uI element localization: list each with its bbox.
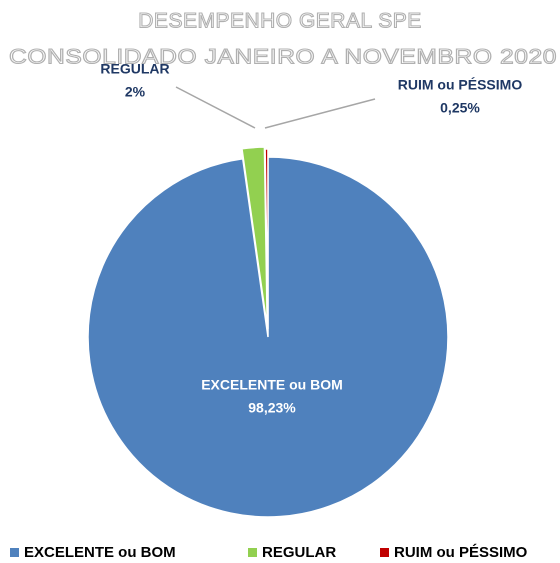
pie-slice (264, 148, 269, 330)
leader-line (264, 98, 376, 129)
data-label: 2% (125, 84, 146, 100)
data-label-name: RUIM ou PÉSSIMO (398, 77, 523, 93)
chart-subtitle: CONSOLIDADO JANEIRO A NOVEMBRO 2020 (9, 46, 557, 69)
data-label-name: REGULAR (100, 61, 169, 77)
legend-swatch (380, 548, 389, 557)
data-label-name: EXCELENTE ou BOM (201, 377, 343, 393)
legend-swatch (10, 548, 19, 557)
leader-line (175, 86, 256, 129)
data-label: 0,25% (440, 100, 480, 116)
legend-label: EXCELENTE ou BOM (24, 544, 176, 561)
data-label: 98,23% (248, 400, 296, 416)
legend-label: REGULAR (262, 544, 336, 561)
pie-slice (87, 156, 449, 518)
legend-label: RUIM ou PÉSSIMO (394, 544, 528, 561)
legend-swatch (248, 548, 257, 557)
pie-slice (241, 146, 268, 328)
chart-title: DESEMPENHO GERAL SPE (138, 10, 421, 33)
